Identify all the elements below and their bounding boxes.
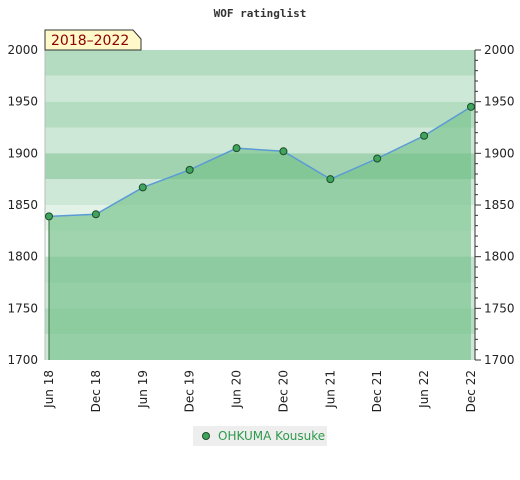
- rating-line: [48, 106, 472, 218]
- x-tick-label: Dec 21: [370, 370, 384, 412]
- y-tick-label-left: 1850: [7, 198, 38, 212]
- background-band: [45, 101, 475, 128]
- x-tick-label: Jun 19: [136, 370, 150, 409]
- y-tick-label-right: 1950: [484, 95, 515, 109]
- y-tick-label-right: 1850: [484, 198, 515, 212]
- shade-band: [45, 153, 475, 180]
- y-tick-label-right: 1900: [484, 146, 515, 160]
- data-point[interactable]: [232, 144, 241, 153]
- shade-band: [45, 256, 475, 283]
- data-point[interactable]: [279, 147, 288, 156]
- y-tick-label-left: 1950: [7, 95, 38, 109]
- y-tick-label-right: 1700: [484, 353, 515, 367]
- y-tick-label-left: 1750: [7, 301, 38, 315]
- y-tick-label-left: 2000: [7, 43, 38, 57]
- x-tick-label: Jun 22: [417, 370, 431, 409]
- chart-title: WOF ratinglist: [214, 7, 307, 20]
- legend[interactable]: OHKUMA Kousuke: [193, 426, 327, 446]
- left-axis: 1700 1750 1800 1850 1900 1950 2000: [7, 43, 46, 367]
- period-badge: 2018–2022: [44, 29, 142, 51]
- right-axis: 1700 1750 1800 1850 1900 1950 2000: [474, 43, 515, 367]
- x-axis: Jun 18 Dec 18 Jun 19 Dec 19 Jun 20 Dec 20 Jun …: [42, 370, 478, 412]
- data-point[interactable]: [45, 212, 53, 221]
- y-tick-label-right: 1800: [484, 250, 515, 264]
- background-band: [45, 50, 475, 76]
- y-tick-label-right: 2000: [484, 43, 515, 57]
- x-tick-label: Dec 19: [183, 370, 197, 412]
- data-points: [45, 102, 475, 221]
- legend-label: OHKUMA Kousuke: [218, 429, 325, 443]
- data-point[interactable]: [185, 165, 194, 174]
- x-tick-label: Dec 20: [276, 370, 290, 412]
- x-tick-label: Jun 18: [42, 370, 56, 409]
- y-tick-label-left: 1700: [7, 353, 38, 367]
- data-point[interactable]: [467, 102, 475, 111]
- data-point[interactable]: [138, 183, 147, 192]
- x-tick-label: Dec 18: [89, 370, 103, 412]
- x-tick-label: Jun 20: [230, 370, 244, 409]
- x-tick-label: Jun 21: [323, 370, 337, 409]
- data-point[interactable]: [373, 154, 382, 163]
- x-tick-label: Dec 22: [464, 370, 478, 412]
- data-point[interactable]: [420, 131, 429, 140]
- legend-marker: [202, 432, 210, 440]
- rating-area: [49, 106, 471, 360]
- period-label: 2018–2022: [51, 33, 129, 49]
- y-tick-label-right: 1750: [484, 301, 515, 315]
- background-band: [45, 75, 475, 102]
- area-layer: [45, 106, 475, 360]
- data-point[interactable]: [91, 210, 100, 219]
- data-point[interactable]: [326, 175, 335, 184]
- y-tick-label-left: 1900: [7, 146, 38, 160]
- y-tick-label-left: 1800: [7, 250, 38, 264]
